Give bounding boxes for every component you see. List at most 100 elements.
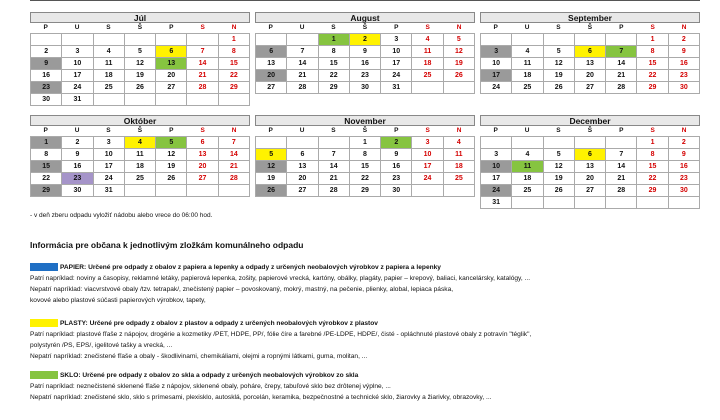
week-row: 24 25 26 27 28 29 30 (479, 81, 701, 94)
day-cell: 7 (605, 148, 638, 161)
day-cell: 13 (573, 57, 607, 70)
day-cell: 10 (92, 148, 125, 161)
day-cell: 18 (511, 69, 544, 82)
day-cell: 15 (348, 160, 382, 173)
day-cell: 1 (217, 33, 251, 46)
empty-cell (511, 33, 544, 46)
weekday-label: P (394, 127, 399, 134)
day-cell: 12 (254, 160, 288, 173)
week-row: 17 18 19 20 21 22 23 (479, 69, 701, 82)
weekday-label: U (524, 127, 530, 134)
day-cell: 6 (155, 45, 188, 58)
day-cell: 25 (92, 81, 125, 94)
day-cell: 28 (186, 81, 219, 94)
category-line: Nepatrí napríklad: znečistené fľaše a ob… (30, 353, 368, 360)
day-cell: 6 (286, 148, 319, 161)
day-cell: 18 (411, 57, 444, 70)
week-row: 5 6 7 8 9 10 11 (254, 148, 476, 161)
day-cell: 22 (636, 69, 669, 82)
day-cell: 3 (92, 136, 125, 149)
day-cell: 5 (542, 45, 575, 58)
week-row: 23 24 25 26 27 28 29 (29, 81, 251, 94)
empty-cell (155, 93, 188, 106)
day-cell: 30 (667, 184, 701, 197)
empty-cell (61, 33, 94, 46)
month-title: Júl (30, 12, 250, 23)
day-cell: 29 (636, 184, 669, 197)
month-table: 1 2 3 4 5 6 7 8 9 10 11 12 13 14 15 16 17 18 19 20 21 22 23 24 2… (479, 136, 701, 209)
day-cell: 20 (286, 172, 319, 185)
empty-cell (542, 196, 575, 209)
month-november: November P U S Š P S N 1 2 3 4 5 6 7 8 9 10 11 12 13 14 15 16 17… (254, 115, 476, 197)
day-cell: 11 (442, 148, 476, 161)
day-cell: 18 (442, 160, 476, 173)
day-cell: 27 (286, 184, 319, 197)
weekday-label: Š (587, 127, 593, 134)
day-cell: 4 (123, 136, 157, 149)
empty-cell (542, 33, 575, 46)
weekday-label: Š (137, 24, 143, 31)
empty-cell (186, 184, 219, 197)
day-cell: 22 (217, 69, 251, 82)
weekday-label: P (43, 24, 48, 31)
day-cell: 7 (186, 45, 219, 58)
month-table: 1 2 3 4 5 6 7 8 9 10 11 12 13 14 15 16 17 18 19 20 21 22 23 24 2… (29, 33, 251, 106)
week-row: 13 14 15 16 17 18 19 (254, 57, 476, 70)
collection-note: - v deň zberu odpadu vyložiť nádobu aleb… (30, 212, 213, 219)
day-cell: 11 (511, 57, 544, 70)
weekday-label: N (681, 24, 687, 31)
day-cell: 3 (479, 45, 513, 58)
empty-cell (254, 33, 288, 46)
day-cell: 21 (186, 69, 219, 82)
day-cell: 20 (186, 160, 219, 173)
day-cell: 25 (511, 81, 544, 94)
day-cell: 25 (123, 172, 157, 185)
day-cell: 14 (605, 160, 638, 173)
weekday-label: P (493, 127, 498, 134)
day-cell: 18 (92, 69, 125, 82)
day-cell: 2 (29, 45, 63, 58)
weekday-label: P (43, 127, 48, 134)
day-cell: 10 (411, 148, 444, 161)
week-row: 10 11 12 13 14 15 16 (479, 160, 701, 173)
empty-cell (186, 33, 219, 46)
day-cell: 17 (380, 57, 413, 70)
day-cell: 13 (573, 160, 607, 173)
empty-cell (573, 136, 607, 149)
day-cell: 5 (123, 45, 157, 58)
empty-cell (636, 196, 669, 209)
day-cell: 2 (380, 136, 413, 149)
day-cell: 8 (636, 45, 669, 58)
day-cell: 27 (155, 81, 188, 94)
weekday-label: S (556, 24, 561, 31)
day-cell: 12 (542, 57, 575, 70)
category-heading: SKLO: Určené pre odpady z obalov zo skla… (30, 370, 710, 381)
category-description: Určené pre odpady z obalov zo skla a odp… (82, 372, 359, 379)
day-cell: 27 (186, 172, 219, 185)
day-cell: 16 (380, 160, 413, 173)
empty-cell (123, 93, 157, 106)
day-cell: 20 (573, 172, 607, 185)
weekday-label: N (231, 24, 237, 31)
empty-cell (155, 33, 188, 46)
day-cell: 26 (123, 81, 157, 94)
week-row: 10 11 12 13 14 15 16 (479, 57, 701, 70)
day-cell: 8 (217, 45, 251, 58)
week-row: 29 30 31 (29, 184, 251, 197)
month-september: September P U S Š P S N 1 2 3 4 5 6 7 8 9 10 11 12 13 14 15 16 1… (479, 12, 701, 94)
category-line: Nepatrí napríklad: viacvrstvové obaly /t… (30, 286, 454, 293)
weekday-label: U (524, 24, 530, 31)
day-cell: 28 (217, 172, 251, 185)
weekday-label: P (493, 24, 498, 31)
day-cell: 6 (254, 45, 288, 58)
week-row: 27 28 29 30 31 (254, 81, 476, 94)
day-cell: 31 (479, 196, 513, 209)
weekday-label: S (331, 24, 336, 31)
day-cell: 15 (636, 160, 669, 173)
day-cell: 5 (155, 136, 188, 149)
day-cell: 4 (92, 45, 125, 58)
day-cell: 23 (61, 172, 94, 185)
